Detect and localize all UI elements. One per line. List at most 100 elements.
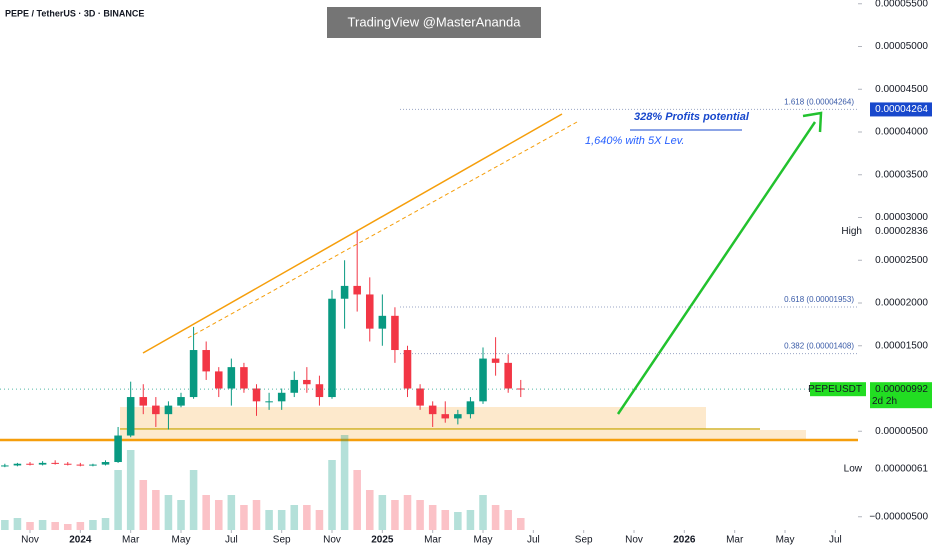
candle-body [403,350,412,389]
candle-body [277,392,286,402]
drawings: TradingView @MasterAnanda PEPE / TetherU… [0,7,858,442]
volume-bar [479,495,487,530]
candle-body [38,462,47,465]
price-tag [870,461,932,476]
volume-bar [214,500,223,530]
candle-body [126,397,135,436]
candle-body [454,414,462,419]
volume-bar [265,510,273,530]
price-tag [870,382,932,409]
chart-title: PEPE / TetherUS · 3D · BINANCE [5,8,144,18]
x-tick-label: Nov [625,535,643,546]
volume-bar [101,518,110,530]
x-tick-label: Sep [575,535,593,546]
volume-bar [516,518,525,530]
volume-bar [13,518,22,530]
volume-bar [177,500,185,530]
y-tick-label: 0.00003500 [875,169,928,180]
volume-bar [26,522,34,530]
price-tag-label: 0.00000992 [875,384,928,395]
candle-body [177,397,185,406]
x-tick-label: Nov [323,535,341,546]
annotation: 1,640% with 5X Lev. [585,135,684,147]
volume-bar [227,495,236,530]
volume-bar [76,522,85,530]
candle-body [202,350,210,372]
price-tag [870,102,932,117]
volume-bar [403,495,412,530]
x-tick-label: Jul [829,535,842,546]
candle-body [504,362,512,389]
volume-bar [152,490,160,530]
candle-body [139,397,148,406]
volume-bar [491,505,500,530]
volume-bar [202,495,210,530]
x-tick-label: May [172,535,191,546]
volume-bar [391,500,399,530]
y-tick-label: 0.00002500 [875,255,928,266]
watermark-box [327,7,541,38]
x-tick-label: 2025 [371,535,394,546]
candle-body [63,463,72,465]
volume-bar [303,505,311,530]
volume-bar [378,495,387,530]
volume-bar [466,510,475,530]
support-zone [120,407,706,429]
candle-body [479,358,487,402]
x-tick-label: Jul [527,535,540,546]
volume-bar [290,505,299,530]
x-tick-label: 2024 [69,535,92,546]
volume-bar [340,435,349,530]
price-tag [870,224,932,239]
watermark: TradingView @MasterAnanda [348,14,522,29]
x-tick-label: Mar [122,535,140,546]
candle-body [89,464,97,466]
candle-body [26,463,34,465]
tag-title-box [810,382,866,397]
volume-bar [504,510,512,530]
y-tick-label: 0.00005000 [875,41,928,52]
trend-line [142,113,563,354]
x-tick-label: Jul [225,535,238,546]
fib-label: 1.618 (0.00004264) [784,98,854,107]
volume-bar [277,510,286,530]
price-tag-label: 0.00002836 [875,226,928,237]
x-tick-label: Sep [273,535,291,546]
candle-body [152,405,160,415]
volume-bar [114,470,122,530]
candle-body [416,388,424,406]
tag-title: Low [844,463,863,474]
volume-bar [126,450,135,530]
arrow-shaft [616,121,817,415]
x-tick-label: Mar [726,535,744,546]
y-tick-label: 0.00000500 [875,426,928,437]
candle-body [428,405,437,415]
x-tick-label: 2026 [673,535,696,546]
y-tick-label: 0.00004500 [875,84,928,95]
price-axis [858,0,932,550]
candle-body [252,388,261,402]
x-tick-label: Nov [21,535,39,546]
candle-body [265,401,273,403]
price-tag-label: 0.00004264 [875,104,928,115]
candle-body [491,358,500,363]
volume-bar [353,470,361,530]
volume-bar [164,495,173,530]
candle-body [227,367,236,389]
y-tick-label: 0.00005500 [875,0,928,9]
volume-bar [38,520,47,530]
fib-label: 0.618 (0.00001953) [784,295,854,304]
volume-bar [315,510,324,530]
x-tick-label: May [776,535,795,546]
tag-title-box [834,224,866,239]
tag-title-box [840,461,866,476]
tag-title: PEPEUSDT [808,384,862,395]
volume-bar [51,522,59,530]
volume-bar [416,500,424,530]
x-tick-label: Mar [424,535,442,546]
candle-body [303,379,311,385]
volume-bar [139,480,148,530]
volume-bar [63,524,72,530]
candle-body [101,462,110,465]
